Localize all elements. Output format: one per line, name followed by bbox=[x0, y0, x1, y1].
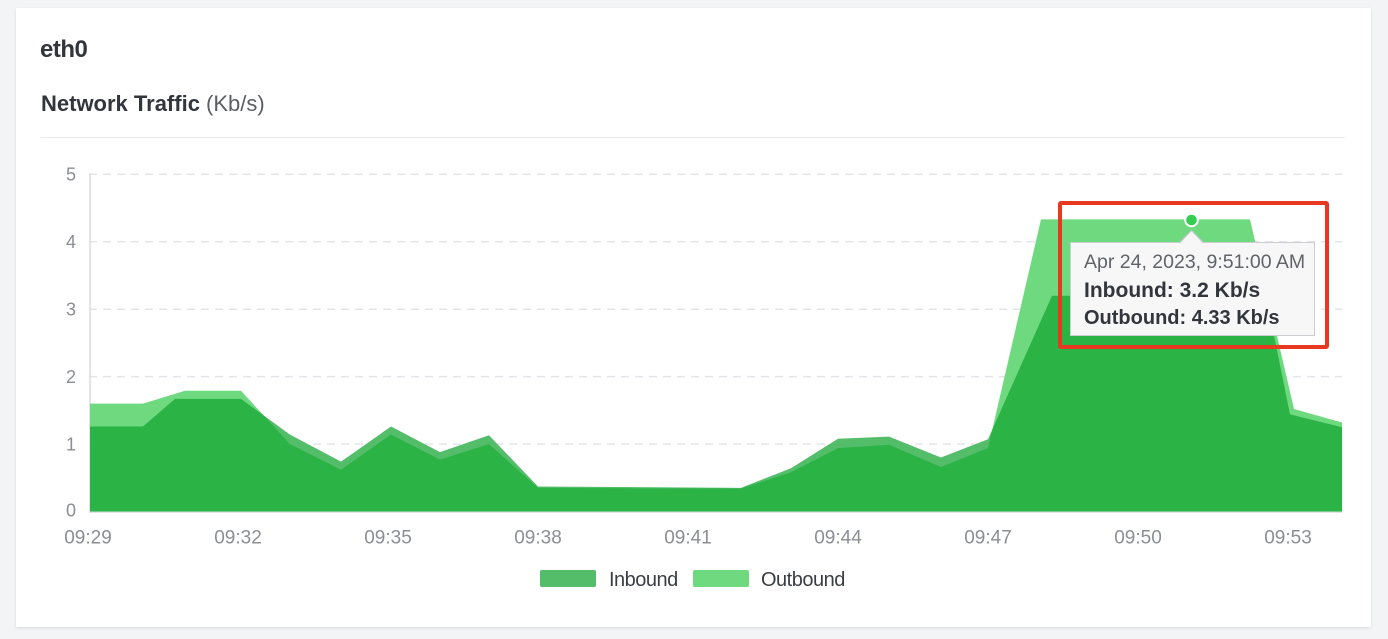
svg-text:4: 4 bbox=[66, 232, 76, 252]
svg-text:3: 3 bbox=[66, 300, 76, 320]
svg-text:09:44: 09:44 bbox=[814, 528, 862, 549]
svg-text:Inbound: Inbound bbox=[609, 569, 678, 591]
svg-text:09:32: 09:32 bbox=[214, 528, 262, 549]
svg-text:5: 5 bbox=[66, 165, 76, 185]
svg-text:0: 0 bbox=[66, 501, 76, 521]
svg-text:09:29: 09:29 bbox=[64, 528, 112, 549]
svg-text:09:41: 09:41 bbox=[664, 528, 712, 549]
svg-text:09:47: 09:47 bbox=[964, 528, 1012, 549]
svg-text:1: 1 bbox=[66, 435, 76, 455]
svg-text:09:53: 09:53 bbox=[1264, 528, 1312, 549]
svg-text:09:50: 09:50 bbox=[1114, 528, 1162, 549]
svg-text:09:38: 09:38 bbox=[514, 528, 562, 549]
svg-text:2: 2 bbox=[66, 367, 76, 387]
svg-text:Outbound: Outbound bbox=[761, 569, 845, 591]
svg-text:09:35: 09:35 bbox=[364, 528, 412, 549]
